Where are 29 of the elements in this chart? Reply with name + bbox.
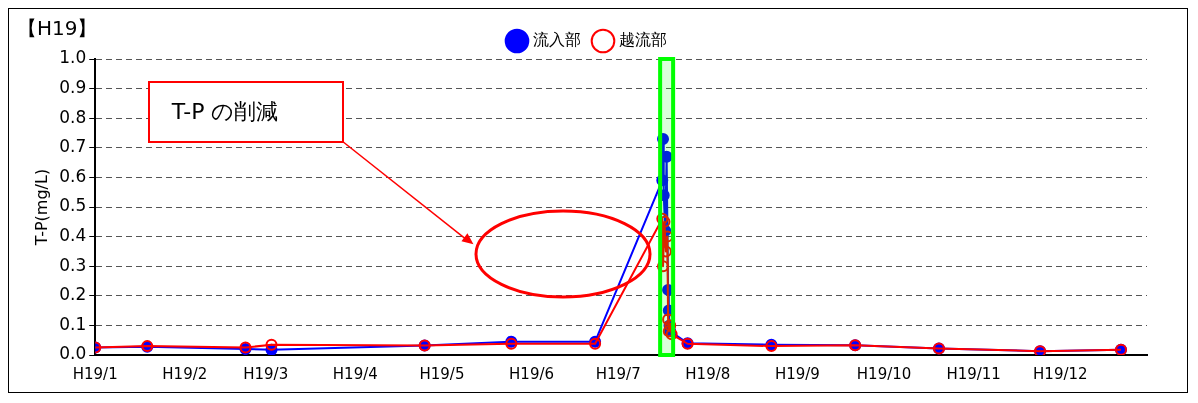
x-tick-label: H19/1: [72, 364, 118, 383]
x-tick-label: H19/9: [774, 364, 820, 383]
x-tick-label: H19/5: [419, 364, 465, 383]
y-tick-label: 0.5: [59, 195, 87, 216]
x-tick-label: H19/11: [946, 364, 1001, 383]
x-tick-label: H19/10: [856, 364, 912, 383]
x-tick-label: H19/7: [595, 364, 641, 383]
chart-title: 【H19】: [17, 15, 98, 42]
legend-label: 流入部: [533, 30, 581, 50]
y-tick-label: 0.3: [59, 254, 87, 275]
y-tick-label: 0.2: [59, 284, 87, 305]
x-tick-label: H19/12: [1033, 364, 1088, 383]
y-axis-title: T-P(mg/L): [31, 168, 51, 247]
y-tick-label: 0.0: [59, 343, 87, 364]
y-tick-label: 1.0: [59, 47, 87, 68]
x-tick-label: H19/8: [685, 364, 731, 383]
y-tick-label: 0.6: [59, 165, 87, 186]
y-tick-label: 0.4: [59, 225, 87, 246]
x-tick-label: H19/2: [162, 364, 208, 383]
y-tick-label: 0.7: [59, 136, 87, 157]
y-tick-label: 0.8: [59, 106, 87, 127]
x-tick-label: H19/6: [509, 364, 555, 383]
annotation: T-P の削減: [171, 98, 279, 126]
y-tick-label: 0.9: [59, 77, 87, 98]
callout-box: T-P の削減: [147, 81, 344, 143]
x-tick-label: H19/4: [332, 364, 378, 383]
x-tick-label: H19/3: [243, 364, 289, 383]
y-tick-label: 0.1: [59, 313, 87, 334]
legend-label: 越流部: [619, 30, 667, 50]
